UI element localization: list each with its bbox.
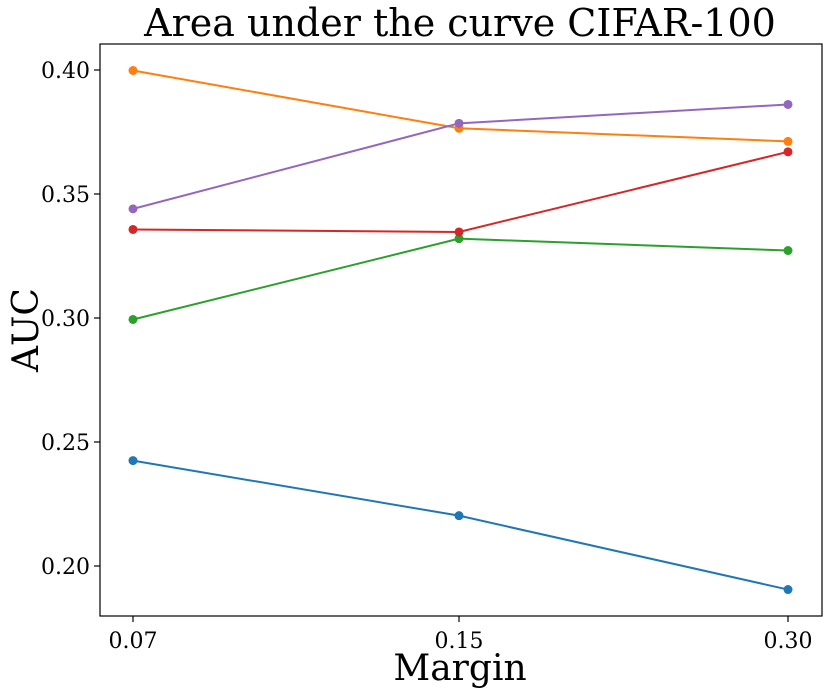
series-red-point [454,227,464,237]
series-red [128,147,793,237]
series-layer [128,66,793,595]
series-purple [128,99,793,214]
y-axis-label: AUC [6,288,47,373]
series-green-point [128,314,138,324]
chart-title: Area under the curve CIFAR-100 [143,1,776,45]
series-purple-point [128,204,138,214]
y-axis-ticks: 0.20 0.25 0.30 0.35 0.40 [41,59,100,580]
series-red-point [783,147,793,157]
y-tick-label: 0.35 [41,183,90,208]
series-green-point [454,234,464,244]
y-tick-label: 0.40 [41,59,90,84]
series-orange-point [128,66,138,75]
series-red-point [128,224,138,234]
y-tick-label: 0.25 [41,431,90,456]
x-axis-ticks: 0.07 0.15 0.30 [109,616,813,654]
series-blue-point [454,511,464,521]
y-tick-label: 0.30 [41,307,90,332]
series-green [128,234,793,324]
series-blue-point [128,456,138,466]
x-tick-label: 0.30 [764,629,813,654]
series-green-point [783,246,793,256]
x-axis-label: Margin [393,648,526,689]
series-blue-point [783,585,793,595]
x-tick-label: 0.15 [435,629,484,654]
plot-area-frame [99,43,823,617]
y-tick-label: 0.20 [41,555,90,580]
series-purple-point [783,99,793,109]
x-tick-label: 0.07 [109,629,158,654]
series-blue [128,456,793,595]
series-purple-point [454,118,464,128]
series-orange-point [783,136,793,146]
